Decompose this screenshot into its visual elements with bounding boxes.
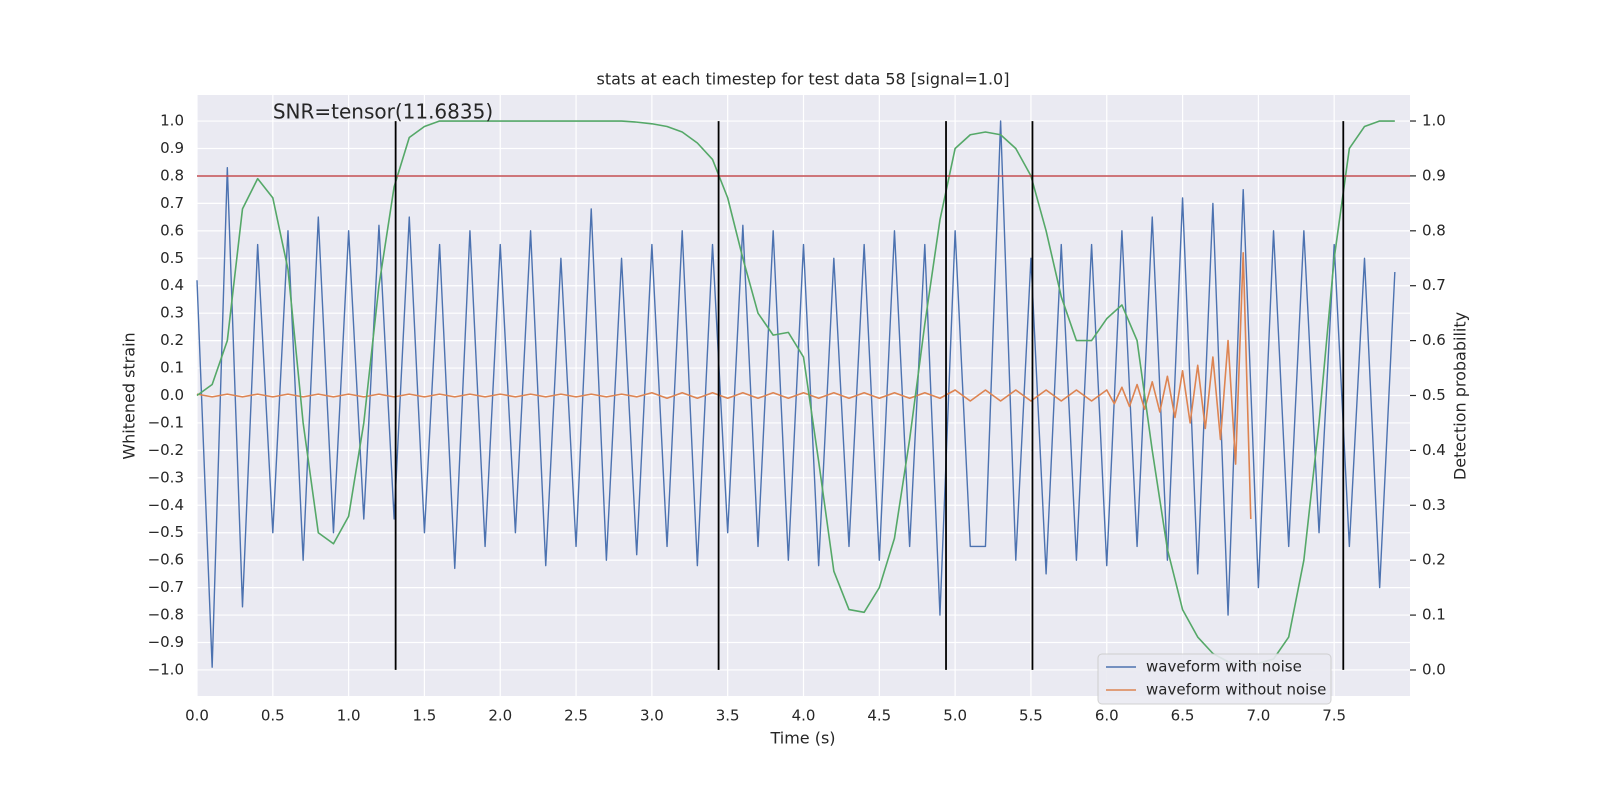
series-line [196,252,1252,520]
x-tick-label: 2.0 [488,707,512,725]
series-line [196,120,1396,668]
series-line [196,120,1395,666]
x-tick-label: 2.5 [564,707,588,725]
y-tick-label: −0.6 [148,551,184,569]
x-tick-label: 0.5 [261,707,285,725]
x-tick-label: 6.5 [1171,707,1195,725]
y2-tick-label: 0.0 [1422,660,1446,678]
y2-tick-label: 0.6 [1422,331,1446,349]
y-axis-label: Whitened strain [120,332,139,459]
x-tick-label: 3.0 [640,707,664,725]
x-axis-label: Time (s) [769,729,835,748]
y-tick-label: 0.8 [160,166,184,184]
y-tick-label: −0.7 [148,578,184,596]
y2-tick-label: 0.1 [1422,606,1446,624]
x-tick-label: 7.0 [1246,707,1270,725]
y2-tick-label: 1.0 [1422,112,1446,130]
legend-label: waveform with noise [1146,658,1302,676]
x-tick-label: 0.0 [185,707,209,725]
x-tick-label: 7.5 [1322,707,1346,725]
x-tick-label: 4.0 [792,707,816,725]
y-tick-label: 0.4 [160,276,184,294]
y2-axis-label: Detection probability [1451,312,1470,480]
y2-tick-label: 0.7 [1422,276,1446,294]
y-tick-label: −0.8 [148,606,184,624]
y-tick-label: −0.5 [148,523,184,541]
y-tick-label: 0.3 [160,304,184,322]
x-tick-label: 5.5 [1019,707,1043,725]
y-tick-label: 0.2 [160,331,184,349]
y-tick-label: −0.2 [148,441,184,459]
y2-tick-label: 0.8 [1422,221,1446,239]
legend-label: waveform without noise [1146,681,1326,699]
y-tick-label: 0.9 [160,139,184,157]
legend-box [1097,653,1332,705]
x-tick-label: 6.0 [1095,707,1119,725]
y-tick-label: −0.1 [148,413,184,431]
chart-title: stats at each timestep for test data 58 … [597,70,1010,89]
x-tick-label: 3.5 [716,707,740,725]
x-tick-label: 1.0 [337,707,361,725]
y-tick-label: −1.0 [148,660,184,678]
annotation: SNR=tensor(11.6835) [273,99,493,123]
y-tick-label: 0.1 [160,359,184,377]
x-tick-label: 4.5 [867,707,891,725]
y-tick-label: 1.0 [160,112,184,130]
y2-tick-label: 0.4 [1422,441,1446,459]
y-tick-label: −0.4 [148,496,184,514]
y-tick-label: −0.9 [148,633,184,651]
y-tick-label: −0.3 [148,468,184,486]
x-tick-label: 1.5 [413,707,437,725]
x-tick-label: 5.0 [943,707,967,725]
y-tick-label: 0.5 [160,249,184,267]
y2-tick-label: 0.5 [1422,386,1446,404]
y-tick-label: 0.6 [160,221,184,239]
y2-tick-label: 0.2 [1422,551,1446,569]
y-tick-label: 0.0 [160,386,184,404]
y2-tick-label: 0.3 [1422,496,1446,514]
y-tick-label: 0.7 [160,194,184,212]
y2-tick-label: 0.9 [1422,166,1446,184]
